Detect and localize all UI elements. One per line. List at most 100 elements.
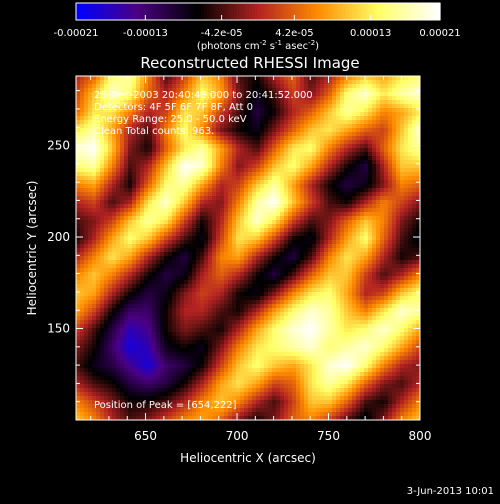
- heatmap-cell: [304, 216, 309, 221]
- heatmap-cell: [224, 216, 229, 221]
- heatmap-cell: [136, 204, 141, 209]
- heatmap-cell: [300, 128, 305, 133]
- heatmap-cell: [340, 92, 345, 97]
- heatmap-cell: [368, 240, 373, 245]
- heatmap-cell: [240, 228, 245, 233]
- heatmap-cell: [172, 144, 177, 149]
- heatmap-cell: [356, 272, 361, 277]
- heatmap-cell: [388, 172, 393, 177]
- heatmap-cell: [344, 220, 349, 225]
- heatmap-cell: [396, 284, 401, 289]
- heatmap-cell: [356, 264, 361, 269]
- heatmap-cell: [264, 152, 269, 157]
- heatmap-cell: [140, 140, 145, 145]
- heatmap-cell: [76, 112, 81, 117]
- heatmap-cell: [120, 184, 125, 189]
- heatmap-cell: [272, 208, 277, 213]
- heatmap-cell: [144, 264, 149, 269]
- heatmap-cell: [144, 256, 149, 261]
- heatmap-cell: [80, 176, 85, 181]
- heatmap-cell: [172, 296, 177, 301]
- heatmap-cell: [208, 176, 213, 181]
- heatmap-cell: [224, 164, 229, 169]
- heatmap-cell: [300, 148, 305, 153]
- heatmap-cell: [272, 236, 277, 241]
- heatmap-cell: [104, 244, 109, 249]
- heatmap-cell: [220, 252, 225, 257]
- heatmap-cell: [156, 296, 161, 301]
- heatmap-cell: [124, 152, 129, 157]
- heatmap-cell: [188, 156, 193, 161]
- heatmap-cell: [272, 292, 277, 297]
- heatmap-cell: [148, 228, 153, 233]
- heatmap-cell: [300, 160, 305, 165]
- heatmap-cell: [284, 160, 289, 165]
- heatmap-cell: [288, 224, 293, 229]
- heatmap-cell: [284, 252, 289, 257]
- heatmap-cell: [404, 76, 409, 81]
- heatmap-cell: [248, 292, 253, 297]
- heatmap-cell: [268, 208, 273, 213]
- heatmap-cell: [412, 104, 417, 109]
- heatmap-cell: [276, 252, 281, 257]
- heatmap-cell: [340, 296, 345, 301]
- heatmap-cell: [188, 212, 193, 217]
- heatmap-cell: [168, 152, 173, 157]
- heatmap-cell: [132, 236, 137, 241]
- heatmap-cell: [244, 220, 249, 225]
- heatmap-cell: [380, 104, 385, 109]
- heatmap-cell: [96, 240, 101, 245]
- heatmap-cell: [200, 160, 205, 165]
- heatmap-cell: [364, 188, 369, 193]
- heatmap-cell: [148, 168, 153, 173]
- heatmap-cell: [172, 232, 177, 237]
- heatmap-cell: [396, 192, 401, 197]
- heatmap-cell: [344, 172, 349, 177]
- heatmap-cell: [324, 148, 329, 153]
- heatmap-cell: [244, 224, 249, 229]
- heatmap-cell: [144, 164, 149, 169]
- heatmap-cell: [172, 208, 177, 213]
- heatmap-cell: [380, 88, 385, 93]
- heatmap-cell: [176, 84, 181, 89]
- heatmap-cell: [140, 220, 145, 225]
- heatmap-cell: [188, 188, 193, 193]
- heatmap-cell: [352, 172, 357, 177]
- heatmap-cell: [388, 124, 393, 129]
- heatmap-cell: [384, 260, 389, 265]
- heatmap-cell: [328, 160, 333, 165]
- heatmap-cell: [168, 200, 173, 205]
- heatmap-cell: [412, 240, 417, 245]
- heatmap-cell: [188, 180, 193, 185]
- heatmap-cell: [164, 208, 169, 213]
- heatmap-cell: [412, 100, 417, 105]
- heatmap-cell: [320, 168, 325, 173]
- heatmap-cell: [128, 288, 133, 293]
- heatmap-cell: [368, 128, 373, 133]
- heatmap-cell: [276, 188, 281, 193]
- heatmap-cell: [248, 264, 253, 269]
- heatmap-cell: [352, 96, 357, 101]
- heatmap-cell: [384, 172, 389, 177]
- heatmap-cell: [88, 96, 93, 101]
- heatmap-cell: [356, 156, 361, 161]
- heatmap-cell: [376, 204, 381, 209]
- heatmap-cell: [392, 88, 397, 93]
- heatmap-cell: [240, 176, 245, 181]
- heatmap-cell: [148, 148, 153, 153]
- heatmap-cell: [96, 276, 101, 281]
- heatmap-cell: [236, 260, 241, 265]
- heatmap-cell: [124, 220, 129, 225]
- heatmap-cell: [320, 264, 325, 269]
- heatmap-cell: [408, 200, 413, 205]
- heatmap-cell: [120, 220, 125, 225]
- heatmap-cell: [316, 176, 321, 181]
- heatmap-cell: [324, 252, 329, 257]
- heatmap-cell: [236, 240, 241, 245]
- heatmap-cell: [308, 268, 313, 273]
- heatmap-cell: [272, 196, 277, 201]
- heatmap-cell: [108, 144, 113, 149]
- heatmap-cell: [320, 204, 325, 209]
- heatmap-cell: [216, 268, 221, 273]
- heatmap-cell: [344, 80, 349, 85]
